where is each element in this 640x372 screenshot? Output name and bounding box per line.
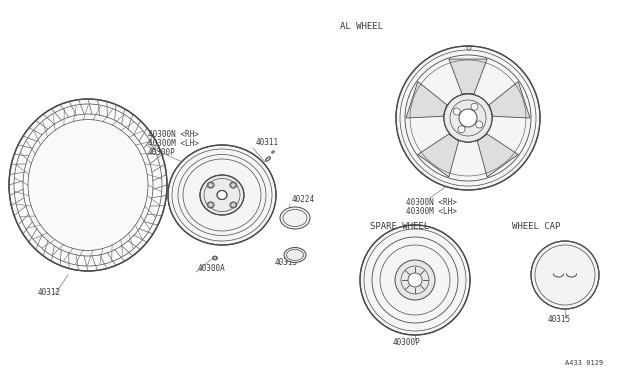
Circle shape (476, 121, 483, 128)
Circle shape (453, 108, 460, 115)
Text: SPARE WHEEL: SPARE WHEEL (370, 222, 429, 231)
Polygon shape (418, 134, 459, 177)
Circle shape (458, 126, 465, 133)
Ellipse shape (217, 190, 227, 199)
Ellipse shape (280, 207, 310, 229)
Ellipse shape (207, 182, 214, 188)
Polygon shape (449, 59, 487, 94)
Text: 40300P: 40300P (148, 148, 176, 157)
Circle shape (396, 46, 540, 190)
Text: 40315: 40315 (548, 315, 571, 324)
Circle shape (444, 94, 492, 142)
Ellipse shape (284, 247, 306, 263)
Circle shape (360, 225, 470, 335)
Ellipse shape (230, 202, 237, 208)
Text: 40300P: 40300P (393, 338, 420, 347)
Text: 40300M <LH>: 40300M <LH> (406, 207, 457, 216)
Circle shape (459, 109, 477, 127)
Circle shape (531, 241, 599, 309)
Ellipse shape (230, 182, 237, 188)
Ellipse shape (168, 145, 276, 245)
Text: AL WHEEL: AL WHEEL (340, 22, 383, 31)
Polygon shape (477, 134, 518, 177)
Text: WHEEL CAP: WHEEL CAP (512, 222, 561, 231)
Ellipse shape (266, 157, 271, 161)
Text: A433 0129: A433 0129 (565, 360, 604, 366)
Text: 40300M <LH>: 40300M <LH> (148, 139, 199, 148)
Circle shape (395, 260, 435, 300)
Polygon shape (406, 81, 447, 118)
Ellipse shape (207, 202, 214, 208)
Ellipse shape (212, 256, 218, 260)
Ellipse shape (9, 99, 167, 271)
Circle shape (458, 126, 465, 133)
Text: 40312: 40312 (38, 288, 61, 297)
Ellipse shape (272, 151, 275, 153)
Text: 40300A: 40300A (198, 264, 226, 273)
Text: 40224: 40224 (292, 195, 315, 204)
Polygon shape (489, 81, 530, 118)
Text: 40315: 40315 (275, 258, 298, 267)
Circle shape (459, 109, 477, 127)
Ellipse shape (200, 175, 244, 215)
Circle shape (471, 103, 478, 110)
Circle shape (471, 103, 478, 110)
Text: 40300N <RH>: 40300N <RH> (406, 198, 457, 207)
Circle shape (453, 108, 460, 115)
Circle shape (476, 121, 483, 128)
Text: 40300N <RH>: 40300N <RH> (148, 130, 199, 139)
Text: 40311: 40311 (256, 138, 279, 147)
Circle shape (408, 273, 422, 287)
Circle shape (444, 94, 492, 142)
